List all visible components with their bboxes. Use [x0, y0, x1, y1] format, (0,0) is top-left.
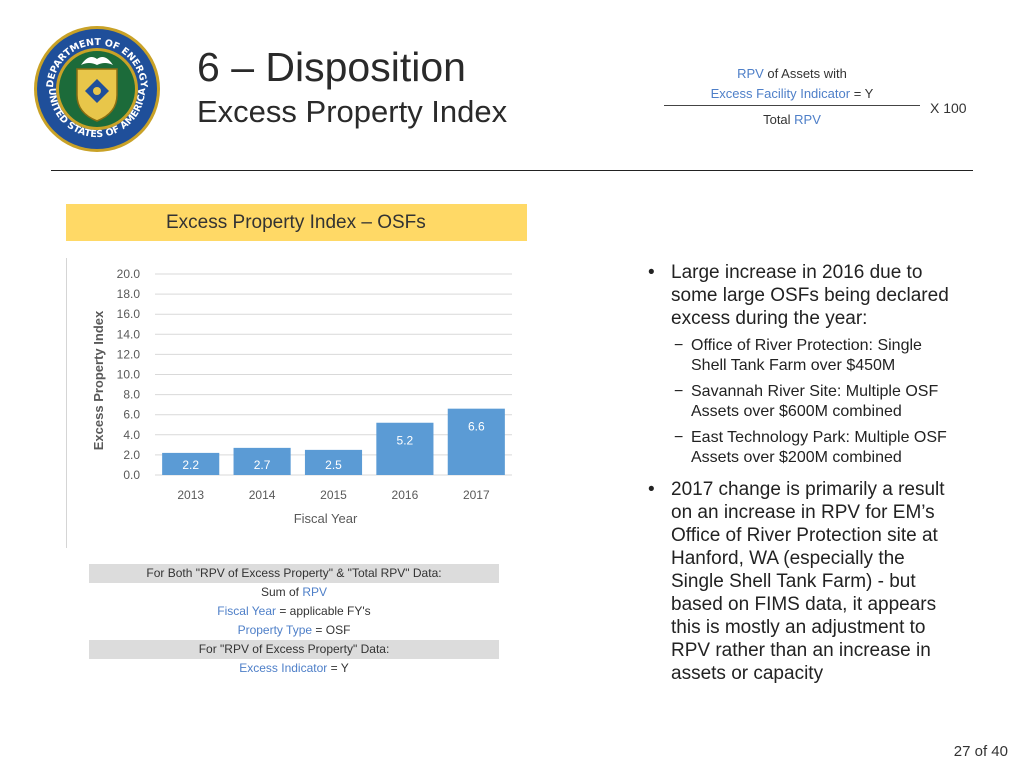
- bar-data-label: 6.6: [468, 420, 485, 434]
- query-criteria-table: For Both "RPV of Excess Property" & "Tot…: [89, 564, 499, 678]
- formula-block: RPV of Assets with Excess Facility Indic…: [664, 64, 920, 130]
- y-tick-label: 4.0: [123, 428, 140, 442]
- formula-assets-text: of Assets with: [763, 66, 847, 81]
- query-sum-text: Sum of: [260, 585, 303, 599]
- excess-property-index-chart: 0.0 2.0 4.0 6.0 8.0 10.0 12.0 14.0 16.0 18.0 20.0 2…: [91, 267, 512, 526]
- x-tick-label: 2016: [392, 488, 419, 502]
- bullet-glyph: •: [648, 479, 655, 500]
- y-tick-label: 20.0: [117, 267, 141, 281]
- y-tick-label: 0.0: [123, 468, 140, 482]
- y-tick-label: 12.0: [117, 347, 141, 361]
- query-row-excess-indicator: Excess Indicator = Y: [89, 659, 499, 678]
- page-title: 6 – Disposition: [197, 44, 466, 90]
- formula-denominator: Total RPV: [664, 110, 920, 130]
- y-tick-label: 18.0: [117, 287, 141, 301]
- formula-fraction-bar: [664, 105, 920, 106]
- bar: [447, 408, 505, 475]
- query-property-type-value: = OSF: [312, 623, 351, 637]
- bar: [233, 447, 291, 475]
- query-row-fiscal-year: Fiscal Year = applicable FY's: [89, 602, 499, 621]
- sub-bullet-text: East Technology Park: Multiple OSF Asset…: [691, 429, 947, 466]
- bullet-glyph: •: [648, 262, 655, 283]
- y-tick-label: 10.0: [117, 368, 141, 382]
- bar-data-label: 2.2: [182, 458, 199, 472]
- y-tick-label: 2.0: [123, 448, 140, 462]
- query-row-property-type: Property Type = OSF: [89, 621, 499, 640]
- bullet-text-2016: Large increase in 2016 due to some large…: [671, 262, 949, 329]
- x-tick-label: 2014: [249, 488, 276, 502]
- query-property-type-term: Property Type: [237, 623, 313, 637]
- y-tick-label: 16.0: [117, 307, 141, 321]
- query-fiscal-year-term: Fiscal Year: [217, 604, 276, 618]
- formula-total-text: Total: [763, 112, 795, 127]
- dash-glyph: −: [674, 337, 684, 354]
- formula-denominator-rpv: RPV: [794, 112, 821, 127]
- x-tick-label: 2013: [177, 488, 204, 502]
- header-divider: [51, 170, 973, 171]
- bar-data-label: 2.7: [254, 458, 271, 472]
- formula-multiplier: X 100: [930, 100, 967, 116]
- bar-data-label: 2.5: [325, 458, 342, 472]
- bar-data-label: 5.2: [397, 434, 414, 448]
- bullet-text-2017: 2017 change is primarily a result on an …: [671, 479, 945, 684]
- y-tick-label: 14.0: [117, 327, 141, 341]
- page-number: 27 of 40: [953, 743, 1008, 760]
- bullet-item-2017: • 2017 change is primarily a result on a…: [648, 478, 958, 685]
- commentary-list: • Large increase in 2016 due to some lar…: [648, 258, 958, 685]
- query-row-both-data: For Both "RPV of Excess Property" & "Tot…: [89, 564, 499, 583]
- sub-bullet-text: Savannah River Site: Multiple OSF Assets…: [691, 383, 939, 420]
- formula-indicator-term: Excess Facility Indicator: [710, 86, 851, 101]
- y-tick-label: 6.0: [123, 408, 140, 422]
- formula-rpv-term: RPV: [737, 66, 764, 81]
- sub-bullet-text: Office of River Protection: Single Shell…: [691, 337, 922, 374]
- query-excess-indicator-value: = Y: [327, 661, 349, 675]
- chart-panel-border: [66, 258, 67, 548]
- query-row-excess-data: For "RPV of Excess Property" Data:: [89, 640, 499, 659]
- query-row-sum: Sum of RPV: [89, 583, 499, 602]
- bar: [304, 449, 363, 475]
- bullet-item-2016: • Large increase in 2016 due to some lar…: [648, 261, 958, 330]
- doe-seal-logo: DEPARTMENT OF ENERGY UNITED STATES OF AM…: [34, 26, 160, 152]
- bar: [376, 422, 434, 475]
- chart-panel-heading: Excess Property Index – OSFs: [66, 204, 527, 241]
- dash-glyph: −: [674, 429, 684, 446]
- dash-glyph: −: [674, 383, 684, 400]
- x-axis-title: Fiscal Year: [294, 511, 358, 526]
- formula-numerator-line1: RPV of Assets with: [664, 64, 920, 84]
- page-subtitle: Excess Property Index: [197, 94, 508, 129]
- sub-bullet-savannah-river: − Savannah River Site: Multiple OSF Asse…: [648, 382, 958, 422]
- sub-bullet-river-protection: − Office of River Protection: Single She…: [648, 336, 958, 376]
- query-excess-indicator-term: Excess Indicator: [239, 661, 328, 675]
- x-tick-label: 2017: [463, 488, 490, 502]
- y-axis-title: Excess Property Index: [91, 310, 106, 450]
- sub-bullet-east-tech-park: − East Technology Park: Multiple OSF Ass…: [648, 428, 958, 468]
- bar: [162, 452, 220, 475]
- x-tick-label: 2015: [320, 488, 347, 502]
- formula-indicator-value: = Y: [850, 86, 874, 101]
- query-fiscal-year-value: = applicable FY's: [276, 604, 371, 618]
- query-rpv-term: RPV: [302, 585, 328, 599]
- formula-numerator-line2: Excess Facility Indicator = Y: [664, 84, 920, 104]
- y-tick-label: 8.0: [123, 388, 140, 402]
